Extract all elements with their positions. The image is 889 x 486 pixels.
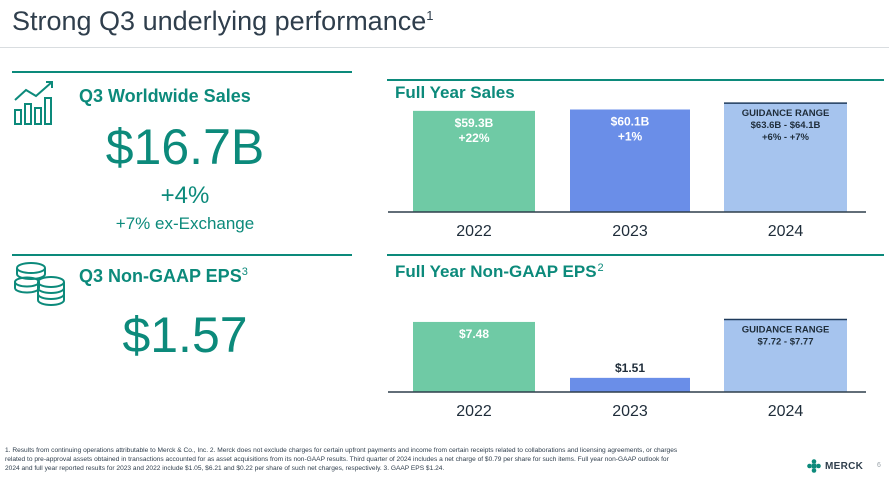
- sales-panel-rule: [12, 71, 352, 73]
- slide-title-text: Strong Q3 underlying performance: [12, 6, 427, 36]
- sales-growth: +4%: [160, 182, 210, 209]
- fy-sales-chart-title-text: Full Year Sales: [395, 83, 515, 102]
- charts-canvas: Full Year Sales $59.3B+22% $60.1B+1% GUIDAN…: [388, 83, 866, 420]
- fy-eps-chart-title: Full Year Non-GAAP EPS2: [395, 262, 604, 281]
- title-divider: [0, 47, 889, 48]
- sales-ex-exchange: +7% ex-Exchange: [115, 214, 255, 233]
- fy-sales-bar-label-2024-0: GUIDANCE RANGE: [742, 108, 830, 119]
- fy-sales-bar-2024: [724, 103, 847, 212]
- sales-value: $16.7B: [105, 119, 265, 175]
- merck-logo-text: MERCK: [825, 460, 864, 472]
- fy-sales-bar-label-2024-1: $63.6B - $64.1B: [751, 120, 821, 131]
- fy-sales-bar-label-2023-1: +1%: [618, 130, 643, 144]
- eps-panel-title: Q3 Non-GAAP EPS3: [79, 266, 248, 287]
- fy-sales-category-2024: 2024: [768, 223, 804, 240]
- fy-eps-category-2024: 2024: [768, 403, 804, 420]
- fy-eps-bar-2024: [724, 319, 847, 392]
- fy-eps-panel-rule: [387, 254, 884, 256]
- eps-panel-rule: [12, 254, 352, 256]
- fy-sales-category-2022: 2022: [456, 223, 492, 240]
- fy-sales-chart-title: Full Year Sales: [395, 83, 515, 102]
- eps-footnote-ref: 3: [241, 266, 248, 278]
- fy-sales-bar-2022: [413, 110, 535, 212]
- fy-eps-bar-label-2024-0: GUIDANCE RANGE: [742, 324, 830, 335]
- fy-eps-category-2022: 2022: [456, 403, 492, 420]
- merck-logo-icon: [807, 459, 821, 473]
- coin-stack-icon: [14, 262, 65, 306]
- fy-eps-chart-title-text: Full Year Non-GAAP EPS: [395, 262, 597, 281]
- footnote: 1. Results from continuing operations at…: [5, 447, 678, 472]
- fy-sales-bar-label-2024-2: +6% - +7%: [762, 132, 810, 143]
- fy-eps-bar-label-2022-0: $7.48: [459, 327, 489, 341]
- fy-sales-bar-label-2023-0: $60.1B: [611, 115, 650, 129]
- fy-eps-bar-label-2024-1: $7.72 - $7.77: [758, 336, 814, 347]
- fy-sales-bar-label-2022-0: $59.3B: [455, 116, 494, 130]
- eps-panel-title-text: Q3 Non-GAAP EPS: [79, 266, 242, 286]
- fy-sales-bar-label-2022-1: +22%: [458, 131, 489, 145]
- fy-eps-bar-2022: [413, 321, 535, 392]
- growth-chart-icon: [14, 81, 53, 125]
- fy-sales-panel-rule: [387, 79, 884, 81]
- page-number: 6: [877, 462, 881, 469]
- fy-eps-bar-label-2023-0: $1.51: [615, 361, 645, 375]
- fy-sales-category-2023: 2023: [612, 223, 648, 240]
- fy-sales-bar-2023: [570, 109, 690, 212]
- slide-title: Strong Q3 underlying performance1: [12, 6, 433, 37]
- fy-eps-chart-footnote-ref: 2: [598, 262, 604, 274]
- fy-eps-bar-2023: [570, 377, 690, 392]
- merck-logo: MERCK: [807, 459, 863, 473]
- sales-panel-title: Q3 Worldwide Sales: [79, 86, 251, 106]
- title-footnote-ref: 1: [426, 8, 434, 23]
- eps-value: $1.57: [122, 307, 248, 363]
- fy-eps-category-2023: 2023: [612, 403, 648, 420]
